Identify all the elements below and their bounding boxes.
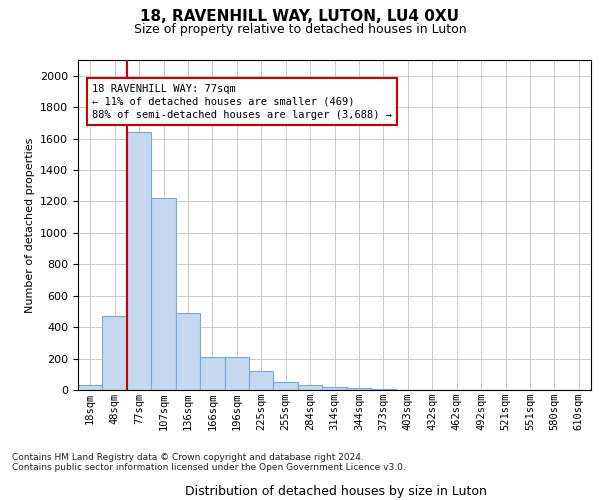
Bar xyxy=(322,387,347,390)
Bar xyxy=(371,388,395,390)
Bar xyxy=(347,388,371,390)
Bar xyxy=(103,316,127,390)
Bar xyxy=(200,357,224,390)
Y-axis label: Number of detached properties: Number of detached properties xyxy=(25,138,35,312)
Bar xyxy=(298,384,322,390)
Bar xyxy=(274,382,298,390)
Text: Contains HM Land Registry data © Crown copyright and database right 2024.: Contains HM Land Registry data © Crown c… xyxy=(12,454,364,462)
Bar xyxy=(176,313,200,390)
Text: Contains public sector information licensed under the Open Government Licence v3: Contains public sector information licen… xyxy=(12,464,406,472)
Text: Size of property relative to detached houses in Luton: Size of property relative to detached ho… xyxy=(134,22,466,36)
Bar xyxy=(151,198,176,390)
Bar xyxy=(249,371,274,390)
Bar xyxy=(127,132,151,390)
Text: 18, RAVENHILL WAY, LUTON, LU4 0XU: 18, RAVENHILL WAY, LUTON, LU4 0XU xyxy=(140,9,460,24)
Text: Distribution of detached houses by size in Luton: Distribution of detached houses by size … xyxy=(185,484,487,498)
Bar xyxy=(224,357,249,390)
Bar xyxy=(78,386,103,390)
Text: 18 RAVENHILL WAY: 77sqm
← 11% of detached houses are smaller (469)
88% of semi-d: 18 RAVENHILL WAY: 77sqm ← 11% of detache… xyxy=(92,84,392,120)
